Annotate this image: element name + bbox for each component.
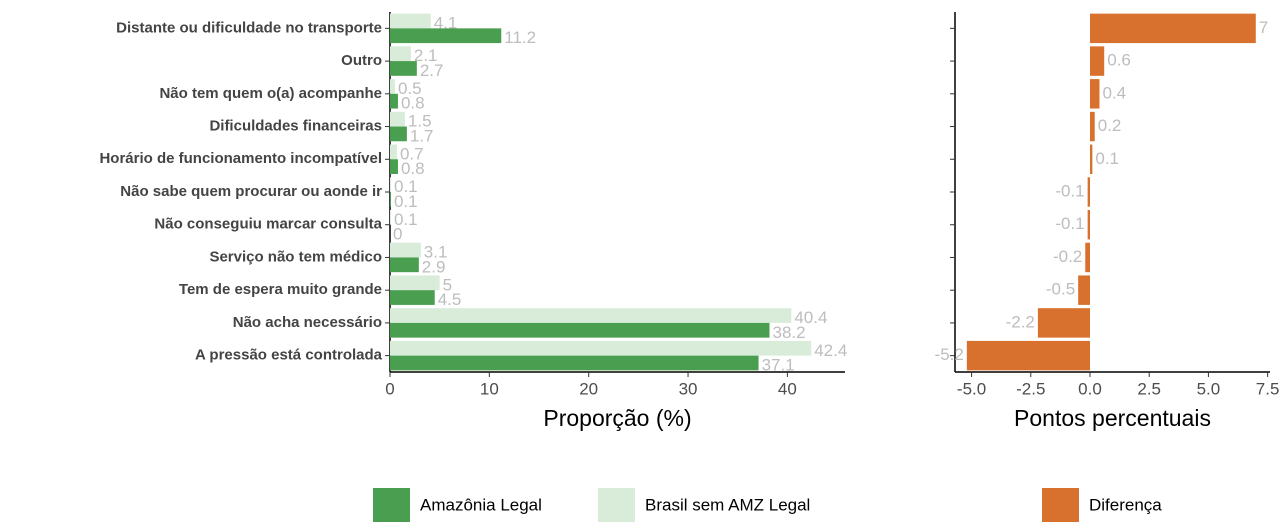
value-label: 0.1 — [394, 192, 418, 211]
category-label: Dificuldades financeiras — [209, 118, 382, 135]
category-label: Não tem quem o(a) acompanhe — [159, 85, 382, 102]
legend-label: Diferença — [1089, 495, 1162, 514]
value-label: 4.5 — [438, 290, 462, 309]
bar — [390, 144, 397, 160]
x-tick-label: 20 — [579, 379, 598, 398]
value-label: 0.1 — [1095, 149, 1119, 168]
value-label: 0.1 — [394, 210, 418, 229]
value-label: 2.9 — [422, 257, 446, 276]
value-label: 3.1 — [424, 243, 448, 262]
value-label: 0 — [393, 225, 402, 244]
value-label: -5.2 — [935, 345, 964, 364]
legend-label: Amazônia Legal — [420, 495, 542, 514]
value-label: -0.1 — [1055, 214, 1084, 233]
bar — [390, 242, 421, 258]
value-label: 1.7 — [410, 126, 434, 145]
value-label: 0.8 — [401, 159, 425, 178]
x-tick-label: 0 — [385, 379, 394, 398]
category-label: Tem de espera muito grande — [179, 281, 382, 298]
x-tick-label: 30 — [679, 379, 698, 398]
value-label: 0.5 — [398, 79, 422, 98]
category-label: Serviço não tem médico — [209, 248, 382, 265]
bar — [1090, 111, 1095, 142]
value-label: -2.2 — [1006, 312, 1035, 331]
x-tick-label: 40 — [778, 379, 797, 398]
bar — [390, 275, 440, 291]
bar — [390, 355, 759, 371]
value-label: 42.4 — [814, 341, 847, 360]
value-label: 0.8 — [401, 94, 425, 113]
bar — [966, 340, 1090, 371]
bar — [1087, 210, 1090, 240]
x-tick-label: -2.5 — [1016, 379, 1045, 398]
bar — [390, 257, 419, 273]
bar — [390, 159, 398, 174]
bar — [1090, 46, 1105, 76]
value-label: -0.5 — [1046, 280, 1075, 299]
value-label: 5 — [443, 275, 452, 294]
x-tick-label: 7.5 — [1256, 379, 1280, 398]
value-label: 1.5 — [408, 112, 432, 131]
bar — [1087, 177, 1090, 207]
value-label: 2.1 — [414, 46, 438, 65]
x-tick-label: 0.0 — [1078, 379, 1102, 398]
value-label: 38.2 — [772, 323, 805, 342]
x-tick-label: -5.0 — [957, 379, 986, 398]
category-label: Distante ou dificuldade no transporte — [116, 19, 382, 36]
category-label: Não conseguiu marcar consulta — [154, 216, 382, 233]
bar — [1090, 13, 1256, 44]
bar — [1085, 242, 1090, 273]
bar — [390, 28, 502, 44]
bar — [390, 177, 391, 192]
bar — [1090, 144, 1093, 174]
bar — [390, 322, 770, 338]
value-label: -0.2 — [1053, 247, 1082, 266]
legend-label: Brasil sem AMZ Legal — [645, 495, 810, 514]
bar — [1037, 308, 1090, 338]
category-label: A pressão está controlada — [195, 347, 383, 364]
category-label: Horário de funcionamento incompatível — [99, 150, 382, 167]
bar — [1078, 275, 1090, 305]
bar — [390, 340, 812, 356]
bar — [390, 46, 411, 62]
value-label: 37.1 — [762, 355, 795, 374]
x-tick-label: 10 — [480, 379, 499, 398]
legend-swatch — [1042, 488, 1079, 522]
bar — [390, 79, 395, 94]
value-label: -0.1 — [1055, 181, 1084, 200]
bar — [390, 13, 431, 29]
x-tick-label: 5.0 — [1197, 379, 1221, 398]
category-label: Não sabe quem procurar ou aonde ir — [120, 183, 382, 200]
bar — [390, 93, 398, 109]
value-label: 11.2 — [504, 28, 536, 47]
category-label: Outro — [341, 52, 382, 69]
value-label: 0.7 — [400, 144, 424, 163]
value-label: 40.4 — [794, 308, 827, 327]
x-axis-title: Proporção (%) — [543, 405, 691, 431]
value-label: 0.6 — [1107, 51, 1131, 70]
value-label: 0.1 — [394, 177, 418, 196]
value-label: 0.4 — [1102, 83, 1126, 102]
legend-swatch — [373, 488, 410, 522]
category-label: Não acha necessário — [233, 314, 382, 331]
legend-swatch — [598, 488, 635, 522]
value-label: 7 — [1259, 18, 1268, 37]
bar — [390, 61, 417, 76]
bar — [390, 111, 405, 127]
bar — [390, 192, 391, 207]
bar — [390, 290, 435, 305]
bar — [1090, 79, 1100, 109]
value-label: 0.2 — [1098, 116, 1122, 135]
value-label: 2.7 — [420, 61, 444, 80]
bar — [390, 126, 407, 142]
x-axis-title: Pontos percentuais — [1014, 405, 1211, 431]
value-label: 4.1 — [434, 13, 458, 32]
x-tick-label: 2.5 — [1137, 379, 1161, 398]
bar — [390, 308, 792, 323]
bar — [390, 210, 391, 225]
